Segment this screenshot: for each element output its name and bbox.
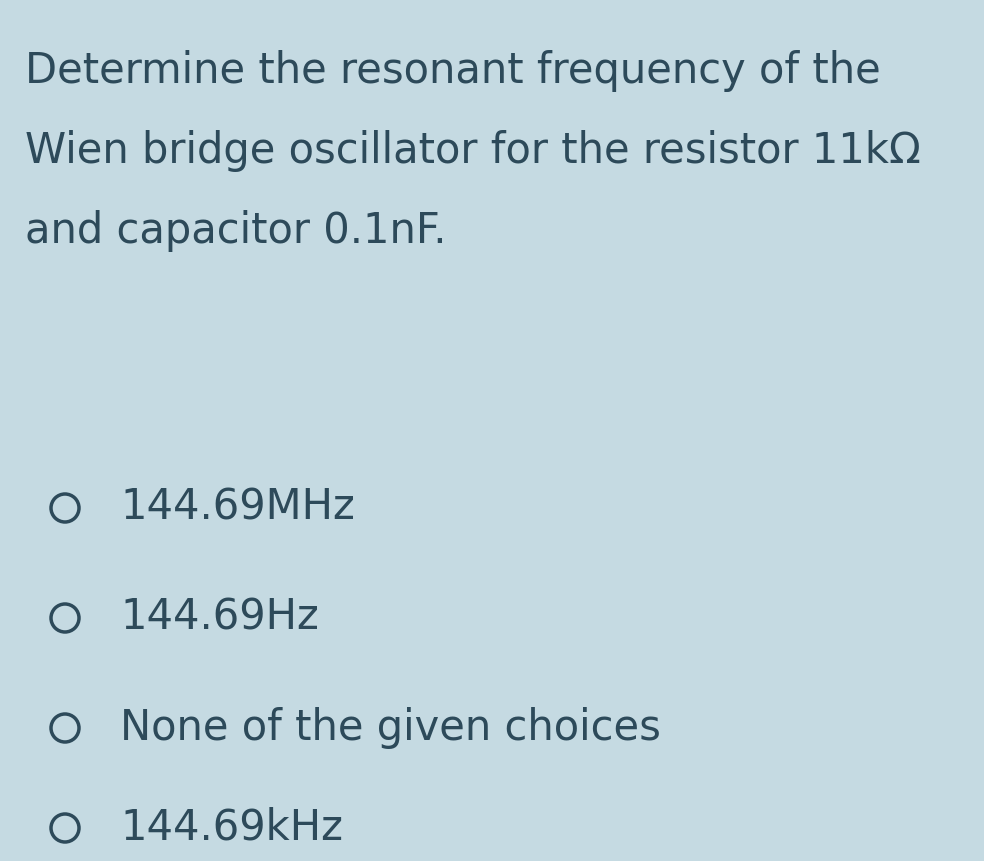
Text: 144.69MHz: 144.69MHz bbox=[120, 487, 355, 529]
Text: 144.69Hz: 144.69Hz bbox=[120, 597, 319, 639]
Text: Determine the resonant frequency of the: Determine the resonant frequency of the bbox=[25, 50, 881, 92]
Text: and capacitor 0.1nF.: and capacitor 0.1nF. bbox=[25, 210, 447, 252]
Text: 144.69kHz: 144.69kHz bbox=[120, 807, 342, 849]
Text: Wien bridge oscillator for the resistor 11kΩ: Wien bridge oscillator for the resistor … bbox=[25, 130, 921, 172]
Text: None of the given choices: None of the given choices bbox=[120, 707, 661, 749]
